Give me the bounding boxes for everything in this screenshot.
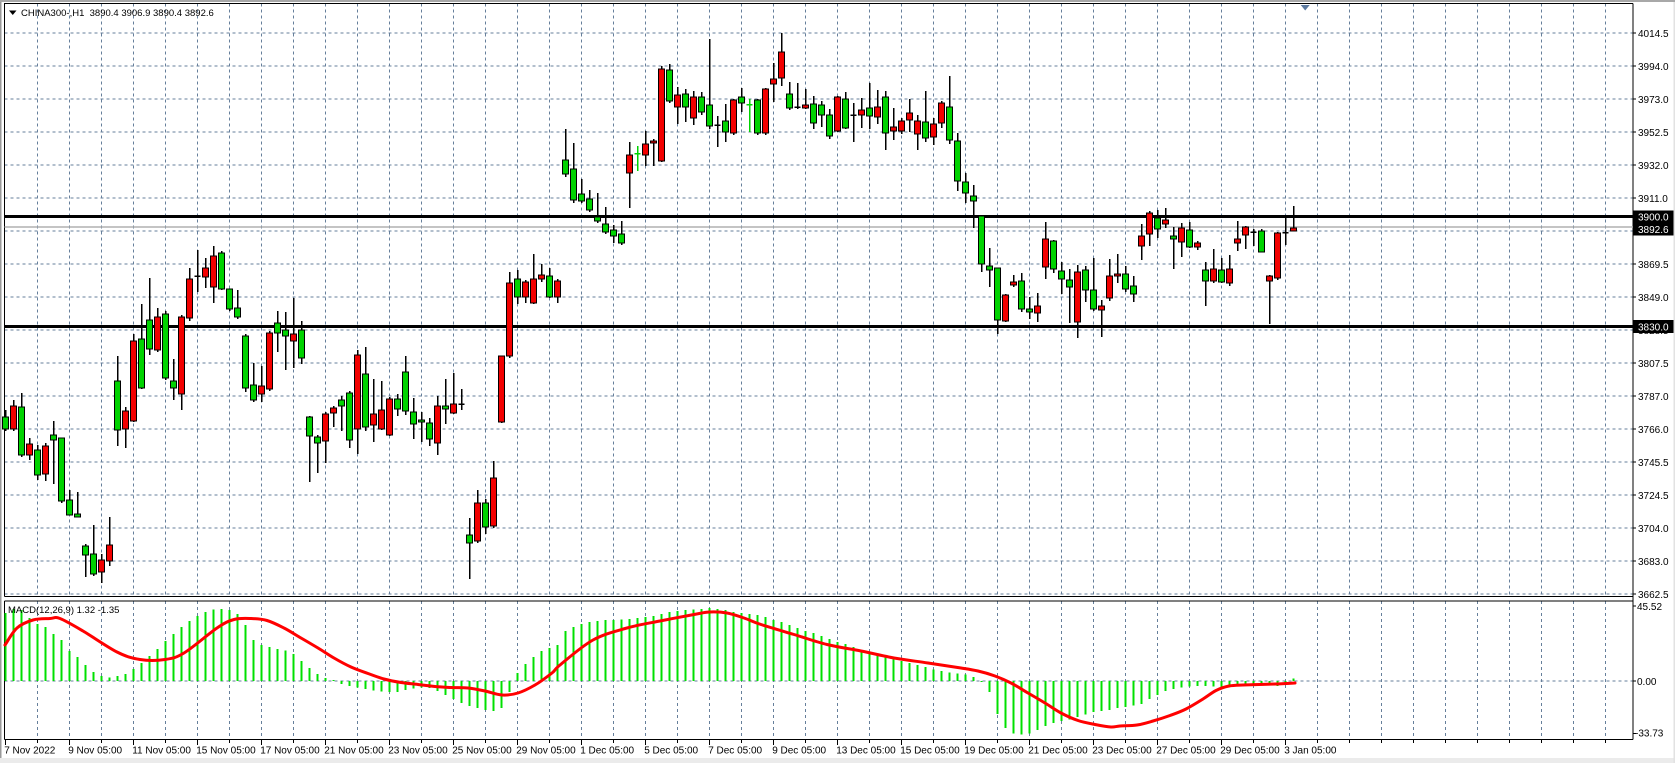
svg-text:3911.0: 3911.0	[1638, 194, 1668, 205]
svg-text:3830.0: 3830.0	[1638, 323, 1669, 334]
svg-text:13 Dec 05:00: 13 Dec 05:00	[836, 746, 896, 757]
svg-text:27 Dec 05:00: 27 Dec 05:00	[1156, 746, 1216, 757]
svg-text:7 Nov 2022: 7 Nov 2022	[4, 746, 56, 757]
svg-text:3849.0: 3849.0	[1638, 293, 1669, 304]
svg-text:25 Nov 05:00: 25 Nov 05:00	[452, 746, 512, 757]
svg-text:9 Nov 05:00: 9 Nov 05:00	[68, 746, 122, 757]
svg-text:4014.5: 4014.5	[1638, 29, 1669, 40]
svg-text:17 Nov 05:00: 17 Nov 05:00	[260, 746, 320, 757]
svg-text:3662.5: 3662.5	[1638, 590, 1669, 601]
svg-text:-33.73: -33.73	[1635, 729, 1664, 740]
svg-text:0.00: 0.00	[1637, 677, 1657, 688]
svg-text:3807.5: 3807.5	[1638, 359, 1669, 370]
svg-text:3900.0: 3900.0	[1638, 213, 1669, 224]
svg-text:23 Dec 05:00: 23 Dec 05:00	[1092, 746, 1152, 757]
svg-text:CHINA300-,H1 3890.4 3906.9 38: CHINA300-,H1 3890.4 3906.9 3890.4 3892.6	[21, 8, 214, 19]
svg-text:MACD(12,26,9) 1.32 -1.35: MACD(12,26,9) 1.32 -1.35	[8, 605, 119, 616]
svg-text:9 Dec 05:00: 9 Dec 05:00	[772, 746, 826, 757]
svg-text:3973.0: 3973.0	[1638, 95, 1669, 106]
svg-text:15 Nov 05:00: 15 Nov 05:00	[196, 746, 256, 757]
svg-text:3745.5: 3745.5	[1638, 458, 1669, 469]
svg-text:21 Nov 05:00: 21 Nov 05:00	[324, 746, 384, 757]
svg-text:29 Nov 05:00: 29 Nov 05:00	[516, 746, 576, 757]
svg-text:19 Dec 05:00: 19 Dec 05:00	[964, 746, 1024, 757]
svg-text:3994.0: 3994.0	[1638, 62, 1669, 73]
svg-text:3766.0: 3766.0	[1638, 425, 1669, 436]
svg-text:23 Nov 05:00: 23 Nov 05:00	[388, 746, 448, 757]
svg-text:29 Dec 05:00: 29 Dec 05:00	[1220, 746, 1280, 757]
svg-text:1 Dec 05:00: 1 Dec 05:00	[580, 746, 634, 757]
svg-text:15 Dec 05:00: 15 Dec 05:00	[900, 746, 960, 757]
svg-text:3787.0: 3787.0	[1638, 392, 1669, 403]
svg-text:3952.5: 3952.5	[1638, 128, 1669, 139]
svg-text:3724.5: 3724.5	[1638, 491, 1669, 502]
svg-text:45.52: 45.52	[1637, 602, 1662, 613]
svg-text:3 Jan 05:00: 3 Jan 05:00	[1284, 746, 1337, 757]
svg-text:11 Nov 05:00: 11 Nov 05:00	[132, 746, 191, 757]
svg-text:5 Dec 05:00: 5 Dec 05:00	[644, 746, 698, 757]
svg-text:3892.6: 3892.6	[1638, 225, 1669, 236]
svg-text:7 Dec 05:00: 7 Dec 05:00	[708, 746, 762, 757]
svg-text:3704.0: 3704.0	[1638, 524, 1669, 535]
svg-text:3869.5: 3869.5	[1638, 260, 1669, 271]
svg-text:21 Dec 05:00: 21 Dec 05:00	[1028, 746, 1088, 757]
svg-text:3932.0: 3932.0	[1638, 161, 1669, 172]
svg-text:3683.0: 3683.0	[1638, 557, 1669, 568]
